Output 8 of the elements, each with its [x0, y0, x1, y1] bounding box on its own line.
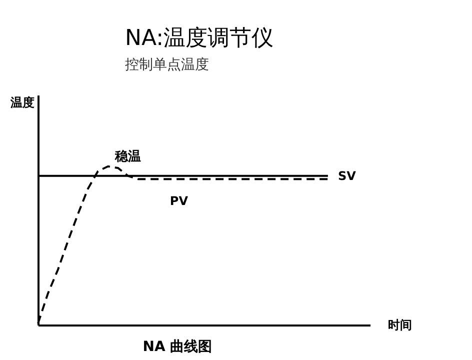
text: 稳温 — [114, 150, 141, 165]
chart-title: NA:温度调节仪 — [125, 26, 274, 51]
series-label: PV — [170, 194, 189, 208]
chart-subtitle: 控制单点温度 — [125, 57, 209, 73]
y-axis-title: 温度 — [10, 96, 34, 110]
series-label: SV — [338, 168, 357, 183]
x-axis-title: 时间 — [388, 318, 412, 332]
text: NA 曲线图 — [142, 339, 212, 355]
